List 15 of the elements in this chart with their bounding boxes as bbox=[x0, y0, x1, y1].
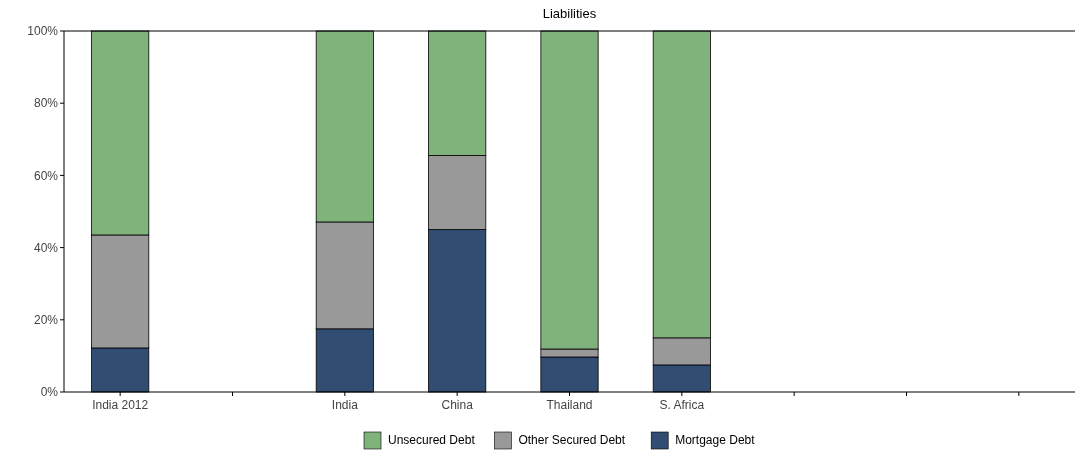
y-tick-label: 0% bbox=[40, 385, 59, 400]
y-tick-label: 40% bbox=[33, 240, 59, 255]
legend-label: Mortgage Debt bbox=[675, 433, 756, 448]
x-tick-label: S. Africa bbox=[659, 398, 705, 412]
y-tick-label: 100% bbox=[27, 24, 59, 39]
legend-label: Other Secured Debt bbox=[518, 433, 626, 448]
x-tick-label: India bbox=[331, 398, 359, 412]
y-tick-label: 20% bbox=[33, 313, 59, 327]
chart-title: Liabilities bbox=[542, 6, 597, 21]
legend-label: Unsecured Debt bbox=[388, 433, 476, 448]
x-tick-label: India 2012 bbox=[92, 398, 149, 412]
y-tick-label: 60% bbox=[33, 168, 59, 183]
x-tick-label: China bbox=[441, 398, 474, 412]
x-tick-label: Thailand bbox=[546, 398, 593, 412]
y-tick-label: 80% bbox=[33, 96, 59, 111]
